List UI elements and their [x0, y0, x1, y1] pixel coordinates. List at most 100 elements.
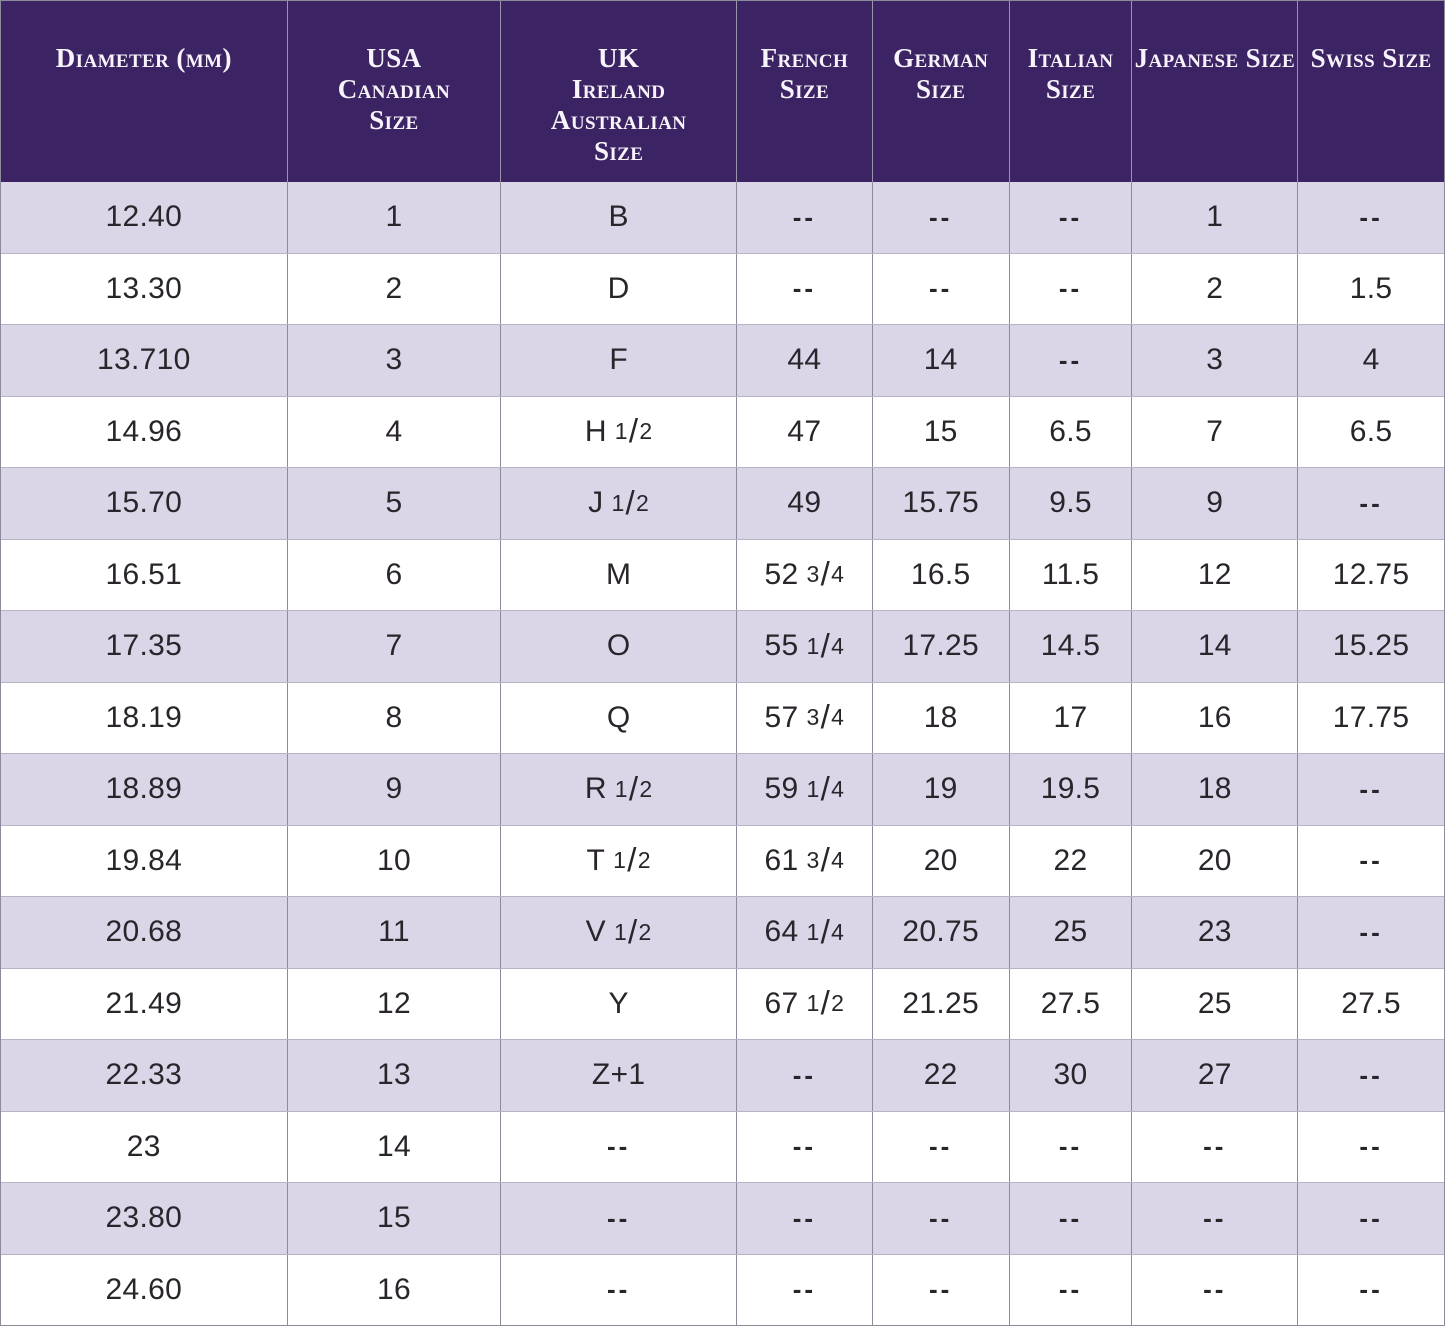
cell-swiss-size: 12.75	[1298, 540, 1444, 611]
cell-value-main: H	[584, 414, 607, 448]
cell-value: 11.5	[1041, 557, 1100, 591]
cell-value: 12.40	[105, 200, 183, 234]
cell-uk-ireland-australian: R 1/2	[501, 754, 737, 825]
column-header-line: French	[760, 43, 849, 73]
cell-value: 19.84	[105, 843, 183, 877]
cell-value: 21.25	[902, 986, 979, 1020]
cell-german-size: 17.25	[873, 611, 1010, 682]
cell-japanese-size: 23	[1132, 897, 1299, 968]
cell-value: 18	[1197, 772, 1232, 806]
cell-value-fraction: 1/4	[806, 626, 845, 664]
column-header-german-size: German Size	[873, 1, 1010, 182]
cell-value-fraction: 3/4	[806, 555, 845, 593]
cell-value: 17.75	[1332, 700, 1410, 734]
cell-swiss-size: 17.75	[1298, 683, 1444, 754]
cell-usa-canadian-size: 13	[288, 1040, 502, 1111]
cell-value: 15.70	[105, 486, 183, 520]
cell-german-size: 22	[873, 1040, 1010, 1111]
cell-diameter-mm: 14.96	[1, 396, 288, 467]
cell-value: 27.5	[1341, 986, 1401, 1020]
cell-value: 1.5	[1349, 271, 1393, 305]
cell-value: 5	[385, 486, 403, 520]
column-header-line: Size	[779, 74, 830, 104]
cell-value: 9	[1206, 486, 1224, 520]
cell-uk-ireland-australian: V 1/2	[501, 897, 737, 968]
cell-value: 11	[378, 915, 410, 949]
not-available-marker: --	[1058, 1274, 1083, 1305]
cell-uk-ireland-australian: M	[501, 539, 737, 610]
cell-value-main: T	[586, 843, 606, 877]
not-available-marker: --	[1359, 773, 1383, 804]
cell-japanese-size: --	[1132, 1183, 1299, 1254]
cell-diameter-mm: 18.19	[1, 682, 288, 753]
cell-french-size: --	[737, 182, 873, 253]
cell-value: 19.5	[1040, 772, 1101, 806]
cell-japanese-size: 12	[1132, 539, 1299, 610]
column-header-japanese-size: Japanese Size	[1132, 1, 1299, 182]
cell-uk-ireland-australian: Y	[501, 968, 737, 1039]
cell-value: 15.25	[1332, 629, 1410, 663]
cell-usa-canadian-size: 4	[288, 396, 502, 467]
cell-value: 7	[385, 629, 403, 663]
cell-usa-canadian-size: 8	[288, 682, 502, 753]
cell-value: 13.30	[105, 271, 183, 305]
not-available-marker: --	[1359, 845, 1383, 876]
cell-value-main: R	[584, 772, 607, 806]
column-header-line: Size	[916, 74, 966, 104]
cell-japanese-size: 20	[1132, 825, 1299, 896]
cell-uk-ireland-australian: --	[501, 1254, 737, 1325]
not-available-marker: --	[929, 273, 953, 304]
cell-value: 14.5	[1040, 629, 1101, 663]
not-available-marker: --	[1058, 273, 1083, 304]
fraction-slash: /	[628, 769, 639, 807]
cell-value: 13	[376, 1058, 411, 1092]
cell-value: 6.5	[1049, 414, 1092, 448]
cell-swiss-size: --	[1298, 897, 1444, 968]
cell-diameter-mm: 24.60	[1, 1254, 288, 1325]
cell-uk-ireland-australian: J 1/2	[501, 468, 737, 539]
column-header-swiss-size: Swiss Size	[1298, 1, 1444, 182]
cell-japanese-size: 1	[1132, 182, 1299, 253]
column-header-usa-canadian-size: USA Canadian Size	[288, 1, 502, 182]
not-available-marker: --	[606, 1274, 631, 1305]
table-header-row: Diameter (mm) USA Canadian Size UK Ireland Aus…	[1, 1, 1444, 182]
not-available-marker: --	[1058, 1131, 1083, 1162]
not-available-marker: --	[1359, 487, 1383, 518]
table-row: 12.40 1 B -- -- -- 1 --	[1, 182, 1444, 254]
cell-value: 25	[1053, 915, 1088, 949]
column-header-line: Swiss Size	[1310, 43, 1432, 73]
cell-value: 14	[923, 343, 958, 377]
cell-uk-ireland-australian: D	[501, 253, 737, 324]
cell-german-size: --	[873, 1254, 1010, 1325]
cell-usa-canadian-size: 3	[288, 325, 502, 396]
cell-uk-ireland-australian: --	[501, 1111, 737, 1182]
not-available-marker: --	[792, 1059, 817, 1090]
column-header-line: Size	[369, 105, 419, 135]
cell-usa-canadian-size: 6	[288, 539, 502, 610]
not-available-marker: --	[1359, 1274, 1383, 1305]
cell-usa-canadian-size: 7	[288, 611, 502, 682]
cell-uk-ireland-australian: H 1/2	[501, 396, 737, 467]
cell-value-main: 59	[764, 772, 799, 806]
cell-value: 4	[385, 414, 403, 448]
cell-uk-ireland-australian: --	[501, 1183, 737, 1254]
cell-value: B	[608, 200, 629, 234]
cell-swiss-size: 15.25	[1298, 611, 1444, 682]
cell-value: 8	[385, 700, 403, 734]
not-available-marker: --	[606, 1202, 631, 1233]
cell-usa-canadian-size: 5	[288, 468, 502, 539]
cell-value: 23	[126, 1129, 161, 1163]
cell-italian-size: 27.5	[1010, 968, 1133, 1039]
cell-german-size: 19	[873, 754, 1010, 825]
cell-value-main: 61	[764, 843, 799, 877]
cell-german-size: 21.25	[873, 968, 1010, 1039]
cell-french-size: --	[737, 1254, 873, 1325]
table-row: 13.710 3 F 44 14 -- 3 4	[1, 325, 1444, 397]
fraction-slash: /	[625, 483, 636, 521]
cell-value: 4	[1362, 343, 1380, 377]
cell-value: Y	[608, 986, 629, 1020]
column-header-line: Diameter (mm)	[55, 43, 232, 73]
cell-italian-size: --	[1010, 325, 1133, 396]
column-header-french-size: French Size	[737, 1, 873, 182]
cell-value-main: 64	[764, 915, 799, 949]
